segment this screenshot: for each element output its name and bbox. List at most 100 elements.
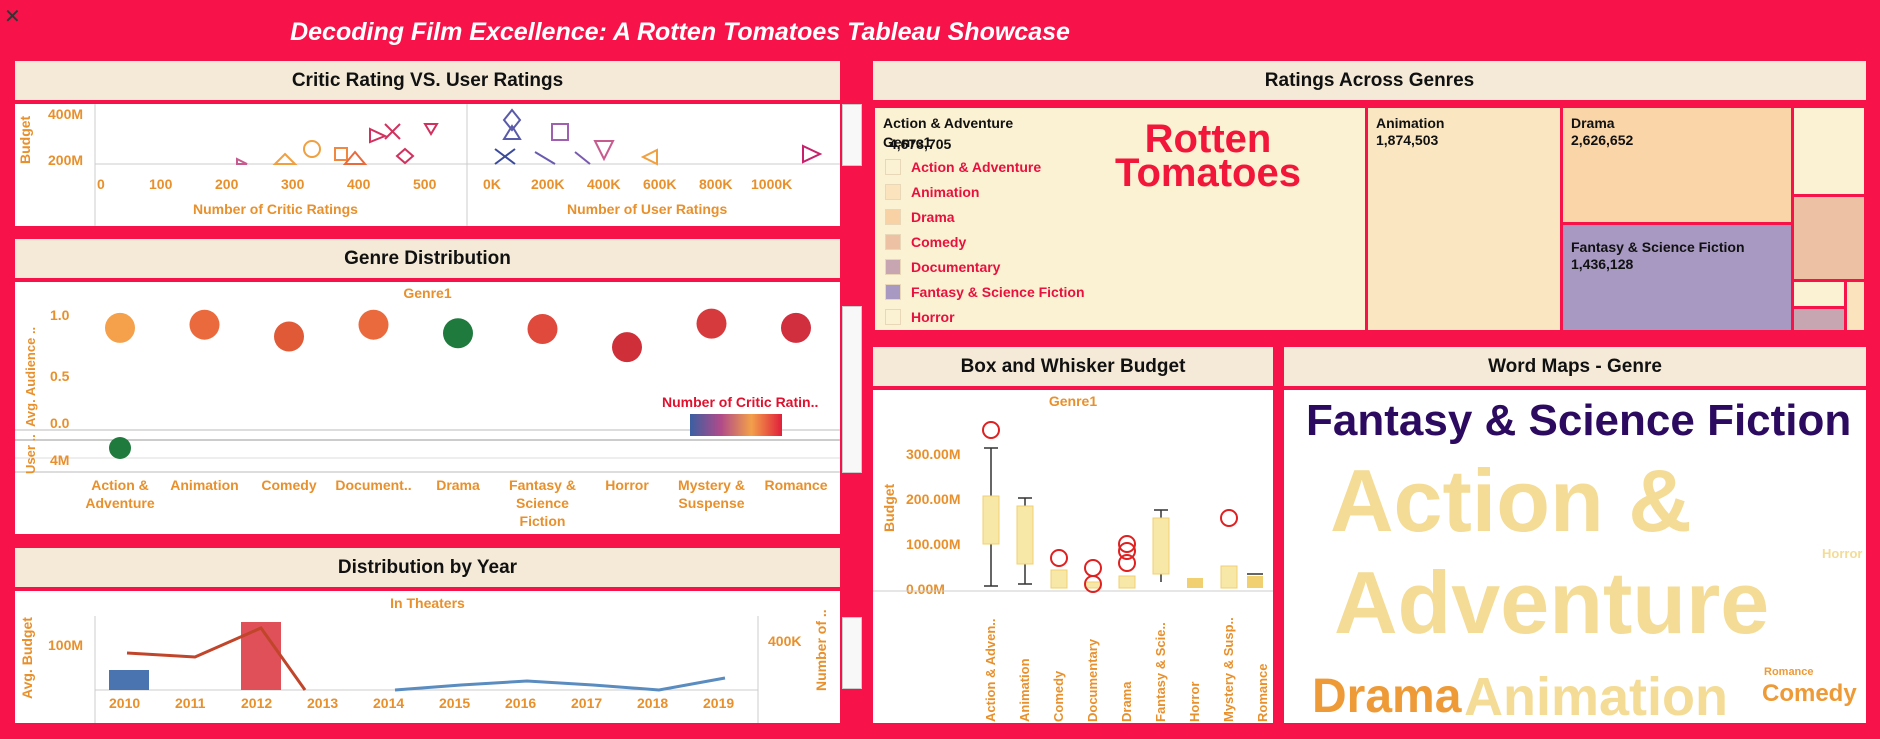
genre-dot[interactable] <box>781 312 811 343</box>
treemap-cell-value: 4,673,705 <box>889 136 952 152</box>
genre-y-tick: 1.0 <box>50 307 70 323</box>
legend-label: Horror <box>911 308 955 325</box>
legend-item[interactable]: Drama <box>883 204 1133 229</box>
close-icon[interactable]: ✕ <box>4 6 21 28</box>
treemap-body: Action & Adventure 4,673,705 Genre1 Acti… <box>873 104 1866 334</box>
year-scrollbar-tab[interactable] <box>842 617 862 689</box>
treemap-cell-small[interactable] <box>1794 108 1864 194</box>
budget-trend-line <box>394 676 726 692</box>
genre-dot[interactable] <box>527 313 558 344</box>
legend-item[interactable]: Fantasy & Science Fiction <box>883 279 1133 304</box>
year-bar-2012 <box>241 622 281 690</box>
genre-scrollbar-tab[interactable] <box>842 306 862 473</box>
treemap-cell-small[interactable] <box>1794 197 1864 279</box>
year-x-label: 2016 <box>505 695 537 711</box>
genre-dot[interactable] <box>696 308 727 339</box>
box-mystery <box>1220 565 1238 589</box>
word-comedy[interactable]: Comedy <box>1762 680 1857 707</box>
boxplot-x-label: Action & Adven.. <box>983 618 998 722</box>
legend-item[interactable]: Comedy <box>883 229 1133 254</box>
critic-marker <box>236 157 248 165</box>
user-marker <box>593 140 615 162</box>
critic-x-tick: 200 <box>215 176 239 192</box>
box-documentary <box>1084 581 1102 589</box>
genre-y-label: Avg. Audience .. <box>23 326 38 427</box>
genre-legend: Genre1 Action & Adventure Animation Drama C… <box>883 134 1133 328</box>
legend-label: Fantasy & Science Fiction <box>911 283 1085 300</box>
genre-y-tick: 0.5 <box>50 368 70 384</box>
outlier <box>1050 549 1068 567</box>
year-x-label: 2011 <box>175 695 206 711</box>
boxplot-x-label: Horror <box>1187 681 1202 722</box>
year-dist-body: In Theaters Avg. Budget 100M Number of .… <box>15 591 840 723</box>
genre-dot[interactable] <box>189 309 220 340</box>
year-x-label: 2010 <box>109 695 141 711</box>
box-romance <box>1247 576 1263 588</box>
user-x-tick: 200K <box>531 176 565 192</box>
genre-x-label: Comedy <box>261 477 317 493</box>
box-action <box>982 495 1000 545</box>
outlier <box>1118 554 1136 572</box>
genre-dot[interactable] <box>443 318 473 349</box>
user-marker <box>802 144 823 164</box>
genre-x-label: Fantasy & Science Fiction <box>509 477 576 529</box>
genre-dot[interactable] <box>612 332 642 363</box>
boxplot-x-label: Comedy <box>1051 670 1066 722</box>
legend-item[interactable]: Horror <box>883 304 1133 328</box>
word-drama[interactable]: Drama <box>1312 670 1462 723</box>
word-romance[interactable]: Romance <box>1764 666 1814 678</box>
genre-dist-body: Genre1 Avg. Audience .. User .. 1.0 0.5 … <box>15 282 840 534</box>
treemap-cell-small[interactable] <box>1794 309 1844 330</box>
word-fantasy[interactable]: Fantasy & Science Fiction <box>1306 396 1852 445</box>
critic-marker <box>395 147 415 165</box>
critic-panel-body: Budget 400M 200M 0 100 200 300 400 500 N… <box>15 104 840 226</box>
year-x-label: 2012 <box>241 695 273 711</box>
box-fantasy <box>1152 517 1170 575</box>
legend-item[interactable]: Action & Adventure <box>883 154 1133 179</box>
critic-marker <box>303 140 321 158</box>
year-y-left-label: Avg. Budget <box>19 617 35 699</box>
box-horror <box>1187 578 1203 588</box>
user-x-label: Number of User Ratings <box>567 201 728 217</box>
outlier <box>1084 575 1102 593</box>
treemap-cell-small[interactable] <box>1847 282 1864 330</box>
critic-x-tick: 400 <box>347 176 371 192</box>
treemap-cell-value: 2,626,652 <box>1571 132 1634 148</box>
genre-dot[interactable] <box>274 321 304 352</box>
genre-dot-plot <box>15 308 840 473</box>
genre-dot[interactable] <box>358 309 389 340</box>
legend-swatch <box>885 283 901 300</box>
word-horror[interactable]: Horror <box>1822 546 1863 561</box>
treemap-cell-animation[interactable]: Animation 1,874,503 <box>1368 108 1560 330</box>
year-x-label: 2013 <box>307 695 339 711</box>
boxplot-y-tick: 300.00M <box>906 446 961 462</box>
boxplot-title: Box and Whisker Budget <box>873 347 1273 386</box>
word-action[interactable]: Action & <box>1330 451 1692 550</box>
year-y-right-tick: 400K <box>768 633 802 649</box>
year-dist-title: Distribution by Year <box>15 548 840 587</box>
treemap-title: Ratings Across Genres <box>873 61 1866 100</box>
treemap-cell-name: Animation <box>1376 115 1445 131</box>
treemap-cell-fantasy[interactable]: Fantasy & Science Fiction 1,436,128 <box>1563 225 1791 330</box>
treemap-cell-drama[interactable]: Drama 2,626,652 <box>1563 108 1791 222</box>
user-x-tick: 1000K <box>751 176 793 192</box>
critic-marker <box>342 150 368 165</box>
legend-label: Comedy <box>911 233 967 250</box>
genre-dot[interactable] <box>105 312 135 343</box>
boxplot-y-tick: 0.00M <box>906 581 945 597</box>
word-animation[interactable]: Animation <box>1464 667 1728 723</box>
boxplot-chart <box>873 421 1273 593</box>
legend-label: Action & Adventure <box>911 158 1042 175</box>
legend-item[interactable]: Animation <box>883 179 1133 204</box>
year-chart <box>94 616 759 723</box>
legend-item[interactable]: Documentary <box>883 254 1133 279</box>
legend-label: Documentary <box>911 258 1001 275</box>
critic-scrollbar-tab[interactable] <box>842 104 862 166</box>
user-marker <box>494 148 516 165</box>
treemap-cell-small[interactable] <box>1794 282 1844 306</box>
critic-marker <box>334 147 348 161</box>
word-adventure[interactable]: Adventure <box>1334 553 1770 652</box>
treemap-cell-action[interactable]: Action & Adventure 4,673,705 Genre1 Acti… <box>875 108 1365 330</box>
legend-swatch <box>885 183 901 200</box>
boxplot-x-label: Animation <box>1017 658 1032 722</box>
